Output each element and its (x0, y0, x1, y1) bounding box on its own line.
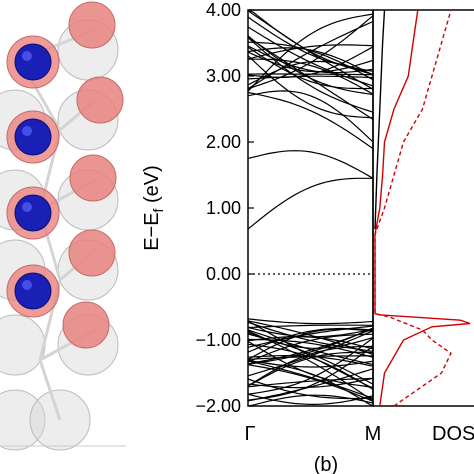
crystal-structure-panel (0, 1, 124, 451)
valence-band-line (247, 328, 374, 365)
conduction-band-line (247, 47, 374, 76)
y-axis-label-unit: (eV) (141, 165, 163, 208)
valence-band-line (247, 333, 374, 363)
dos-series-line (374, 9, 452, 407)
y-axis-label-sub: f (150, 208, 166, 212)
dos-plot (372, 9, 474, 407)
y-tick-label: 0.00 (206, 264, 241, 284)
valence-band-line (247, 351, 374, 387)
blue-atom-highlight (22, 51, 32, 61)
x-label-gamma: Γ (244, 423, 255, 445)
y-tick-label: 1.00 (206, 198, 241, 218)
ghost-atom (0, 314, 46, 376)
y-axis-label-main: E−E (141, 212, 163, 250)
valence-band-line (247, 325, 374, 348)
valence-band-line (247, 355, 374, 367)
conduction-band-line (247, 13, 374, 92)
pink-atom (69, 154, 117, 202)
valence-band-line (247, 327, 374, 338)
y-axis-label: E−Ef (eV) (141, 165, 166, 251)
blue-atom-highlight (22, 126, 32, 136)
valence-band-line (247, 329, 374, 366)
valence-band-line (247, 360, 374, 407)
y-tick-label: 3.00 (206, 66, 241, 86)
x-label-m: M (365, 423, 382, 445)
dos-curves (374, 9, 471, 407)
valence-band-line (247, 324, 373, 329)
pink-atom (62, 301, 110, 349)
blue-atom-highlight (22, 280, 32, 290)
conduction-band-line (247, 46, 374, 79)
conduction-band-line (247, 15, 374, 90)
blue-atom-highlight (22, 202, 32, 212)
conduction-band-line (247, 90, 374, 143)
conduction-band-line (247, 91, 374, 150)
panel-label: (b) (314, 454, 338, 474)
conduction-band-line (247, 35, 374, 96)
valence-band-line (247, 333, 374, 385)
conduction-band-line (247, 177, 373, 230)
conduction-band-line (247, 10, 374, 90)
conduction-band-line (248, 58, 374, 95)
conduction-band-line (247, 9, 374, 75)
conduction-band-line (247, 16, 374, 72)
valence-band-line (247, 318, 374, 325)
band-lines (247, 9, 374, 407)
y-tick-label: −2.00 (195, 396, 241, 416)
dos-series-line (374, 9, 386, 230)
conduction-band-line (247, 37, 374, 113)
valence-band-line (247, 393, 374, 405)
pink-atom (68, 229, 116, 277)
blue-atom (14, 43, 52, 81)
conduction-band-line (247, 41, 374, 81)
conduction-band-line (247, 46, 373, 90)
band-structure-plot: −2.00 −1.00 0.00 1.00 2.00 3.00 4.00 (195, 0, 374, 416)
valence-band-line (247, 330, 374, 402)
blue-atom (14, 272, 52, 310)
bond-line (38, 359, 62, 421)
valence-band-line (247, 360, 374, 399)
y-tick-label: −1.00 (195, 330, 241, 350)
y-tick-label: 2.00 (206, 132, 241, 152)
valence-band-line (247, 377, 374, 388)
conduction-band-line (247, 55, 374, 119)
blue-atom (14, 194, 52, 232)
valence-band-line (247, 368, 374, 402)
pink-atom (68, 1, 116, 49)
valence-band-line (247, 364, 374, 402)
dos-series-line (374, 9, 471, 407)
conduction-band-line (247, 150, 374, 179)
pink-atom (76, 76, 124, 124)
blue-atom (14, 118, 52, 156)
y-axis-ticks: −2.00 −1.00 0.00 1.00 2.00 3.00 4.00 (195, 0, 254, 416)
valence-band-line (247, 320, 374, 355)
y-tick-label: 4.00 (206, 0, 241, 20)
x-label-dos: DOS (432, 423, 474, 445)
conduction-band-line (247, 44, 374, 60)
